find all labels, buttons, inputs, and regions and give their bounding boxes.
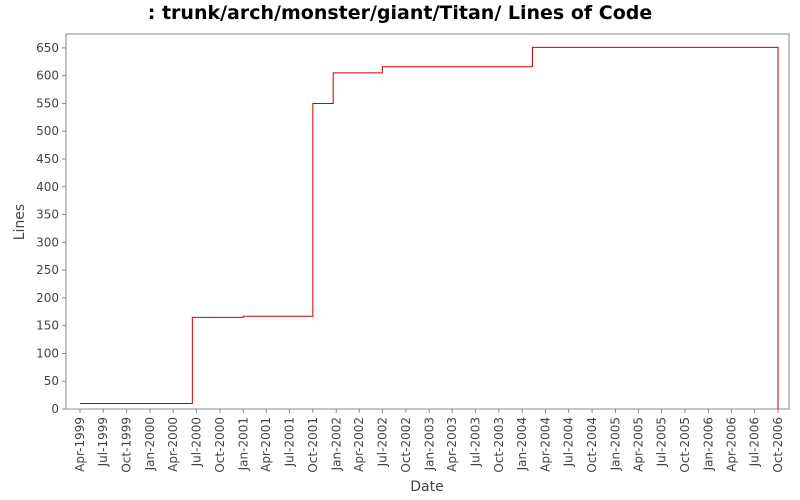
- y-tick-label: 600: [36, 69, 59, 83]
- plot-area: [65, 33, 790, 410]
- x-tick-label: Oct-2006: [771, 417, 785, 473]
- y-tick-label: 150: [36, 319, 59, 333]
- x-tick-label: Oct-2005: [678, 417, 692, 473]
- x-tick-label: Jul-1999: [96, 417, 110, 467]
- x-tick-label: Oct-2004: [585, 417, 599, 473]
- x-tick-label: Apr-2000: [166, 417, 180, 472]
- x-tick-label: Jul-2004: [562, 417, 576, 467]
- series-layer: [80, 46, 779, 409]
- y-tick-label: 400: [36, 180, 59, 194]
- x-tick-label: Jan-2005: [608, 417, 622, 471]
- y-axis: 0 50 100 150 200 250 300 350 400 450 500 550 600 650: [36, 41, 66, 416]
- x-tick-label: Jan-2004: [515, 417, 529, 471]
- x-tick-label: Apr-2003: [445, 417, 459, 472]
- x-tick-label: Oct-1999: [120, 417, 134, 473]
- y-tick-label: 550: [36, 96, 59, 110]
- x-tick-label: Apr-2002: [352, 417, 366, 472]
- x-tick-label: Jul-2000: [189, 417, 203, 467]
- x-tick-label: Oct-2001: [306, 417, 320, 473]
- y-tick-label: 350: [36, 208, 59, 222]
- x-tick-label: Jul-2006: [748, 417, 762, 467]
- x-tick-label: Apr-1999: [73, 417, 87, 472]
- y-tick-label: 250: [36, 263, 59, 277]
- x-tick-label: Oct-2003: [492, 417, 506, 473]
- y-tick-label: 200: [36, 291, 59, 305]
- y-tick-label: 500: [36, 124, 59, 138]
- x-tick-label: Oct-2002: [399, 417, 413, 473]
- x-tick-label: Jul-2005: [655, 417, 669, 467]
- x-tick-label: Jan-2001: [236, 417, 250, 471]
- y-tick-label: 50: [44, 374, 59, 388]
- x-tick-label: Jan-2003: [422, 417, 436, 471]
- y-tick-label: 0: [51, 402, 59, 416]
- plot-border: [65, 33, 790, 410]
- x-tick-label: Jul-2002: [375, 417, 389, 467]
- chart-title: : trunk/arch/monster/giant/Titan/ Lines …: [147, 2, 653, 24]
- y-tick-label: 650: [36, 41, 59, 55]
- x-tick-label: Jan-2002: [329, 417, 343, 471]
- x-tick-label: Oct-2000: [213, 417, 227, 473]
- x-tick-label: Jul-2001: [282, 417, 296, 467]
- y-tick-label: 100: [36, 346, 59, 360]
- x-tick-label: Jan-2000: [143, 417, 157, 471]
- x-tick-label: Jan-2006: [701, 417, 715, 471]
- series-line: [80, 46, 779, 409]
- y-tick-label: 300: [36, 235, 59, 249]
- x-axis: Apr-1999 Jul-1999 Oct-1999 Jan-2000 Apr-2000…: [73, 409, 785, 473]
- x-tick-label: Apr-2006: [724, 417, 738, 472]
- x-tick-label: Jul-2003: [468, 417, 482, 467]
- x-tick-label: Apr-2001: [259, 417, 273, 472]
- y-tick-label: 450: [36, 152, 59, 166]
- y-axis-label: Lines: [12, 204, 28, 240]
- x-tick-label: Apr-2005: [631, 417, 645, 472]
- x-axis-label: Date: [410, 479, 443, 495]
- x-tick-label: Apr-2004: [538, 417, 552, 472]
